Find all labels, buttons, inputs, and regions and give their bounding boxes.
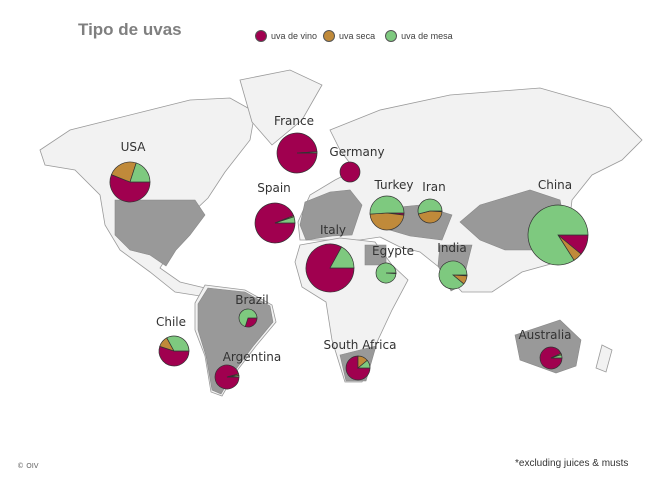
- country-label-usa: USA: [120, 140, 146, 154]
- pie-germany: [339, 161, 361, 183]
- europe-region: [299, 189, 363, 241]
- pie-egypte: [375, 262, 397, 284]
- pie-argentina: [214, 364, 240, 390]
- legend-swatch-mesa: [385, 30, 398, 42]
- country-label-south-africa: South Africa: [323, 338, 397, 352]
- pie-slice-italy-vino: [305, 243, 355, 293]
- new-zealand: [595, 344, 613, 373]
- pie-iran: [417, 198, 443, 224]
- pie-slice-chile-mesa: [166, 335, 190, 352]
- country-label-france: France: [274, 114, 314, 128]
- pie-slice-italy-mesa: [329, 246, 355, 269]
- country-label-brazil: Brazil: [235, 293, 269, 307]
- pie-slice-germany-vino: [339, 161, 361, 183]
- country-label-argentina: Argentina: [222, 350, 282, 364]
- greenland: [239, 69, 323, 146]
- pie-australia: [539, 346, 563, 370]
- legend-label: uva de mesa: [401, 31, 453, 41]
- pie-slice-south-africa-vino: [345, 355, 371, 381]
- country-label-india: India: [437, 241, 467, 255]
- pie-spain: [254, 202, 296, 244]
- pie-india: [438, 260, 468, 290]
- pie-china: [527, 204, 589, 266]
- country-label-turkey: Turkey: [374, 178, 414, 192]
- pie-slice-china-mesa: [527, 204, 589, 266]
- pie-slice-brazil-mesa: [238, 308, 258, 328]
- country-label-italy: Italy: [319, 223, 347, 237]
- pie-slice-usa-vino: [109, 174, 151, 203]
- legend-item-seca: uva seca: [323, 30, 375, 42]
- pie-turkey: [369, 195, 405, 231]
- legend-item-mesa: uva de mesa: [381, 30, 453, 42]
- pie-slice-iran-seca: [417, 210, 443, 224]
- pie-slice-spain-mesa: [274, 216, 296, 224]
- legend-item-vino: uva de vino: [255, 30, 317, 42]
- country-label-egypte: Egypte: [371, 244, 415, 258]
- north-america: [39, 97, 256, 297]
- pie-slice-australia-mesa: [550, 354, 563, 359]
- legend-label: uva seca: [339, 31, 376, 41]
- chart-title: Tipo de uvas: [78, 20, 182, 39]
- legend-swatch-seca: [323, 30, 336, 42]
- pie-slice-usa-mesa: [129, 162, 151, 183]
- country-label-iran: Iran: [422, 180, 446, 194]
- pie-slice-india-mesa: [438, 260, 468, 290]
- pie-slice-usa-seca: [110, 161, 137, 183]
- usa-region: [114, 199, 206, 267]
- pie-brazil: [238, 308, 258, 328]
- pie-slice-egypte-mesa: [375, 262, 397, 284]
- pie-chile: [158, 335, 190, 367]
- country-label-china: China: [537, 178, 573, 192]
- pie-france: [276, 132, 318, 174]
- pie-south-africa: [345, 355, 371, 381]
- country-label-chile: Chile: [155, 315, 187, 329]
- legend-swatch-vino: [255, 30, 267, 42]
- footnote: *excluding juices & musts: [515, 458, 629, 469]
- country-label-spain: Spain: [257, 181, 291, 195]
- pie-slice-france-mesa: [296, 151, 318, 154]
- pie-usa: [109, 161, 151, 203]
- country-label-australia: Australia: [518, 328, 572, 342]
- pie-slice-south-africa-mesa: [357, 359, 371, 369]
- pie-slice-turkey-seca: [369, 212, 405, 231]
- pie-italy: [305, 243, 355, 293]
- pie-slice-turkey-mesa: [369, 195, 405, 215]
- legend: uva de vino uva seca uva de mesa: [255, 30, 459, 42]
- pie-slice-iran-mesa: [417, 198, 443, 215]
- legend-label: uva de vino: [271, 31, 318, 41]
- country-label-germany: Germany: [329, 145, 385, 159]
- pie-slice-argentina-mesa: [226, 375, 240, 378]
- copyright: © OIV: [17, 462, 39, 470]
- australia-region: [514, 319, 582, 374]
